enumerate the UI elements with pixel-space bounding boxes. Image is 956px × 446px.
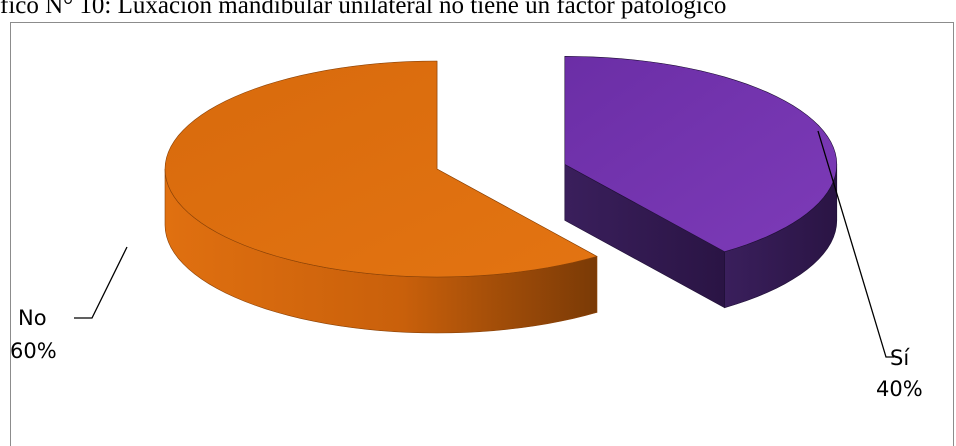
data-label-category-no: No <box>18 306 47 330</box>
pie-slices <box>164 56 838 334</box>
data-label-percent-no: 60% <box>10 339 57 363</box>
pie-slice-no <box>164 60 598 278</box>
leader-line-no <box>74 246 128 319</box>
data-label-percent-si: 40% <box>876 377 923 401</box>
chart-title: fico N° 10: Luxación mandibular unilater… <box>0 0 727 19</box>
data-label-category-si: Sí <box>890 346 910 370</box>
pie-slice-si <box>564 56 838 253</box>
data-labels: Sí 40% No 60% <box>10 306 923 401</box>
leader-lines <box>74 130 894 358</box>
leader-line-si <box>817 130 894 358</box>
